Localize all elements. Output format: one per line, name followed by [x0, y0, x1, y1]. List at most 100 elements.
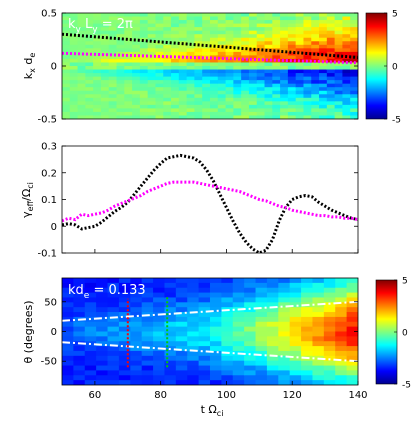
heatmap-cell: [244, 326, 257, 333]
heatmap-cell: [312, 307, 325, 313]
heatmap-cell: [248, 104, 258, 109]
heatmap-cell: [84, 355, 97, 362]
heatmap-cell: [73, 321, 86, 328]
heatmap-cell: [73, 326, 86, 333]
heatmap-cell: [272, 27, 281, 32]
heatmap-cell: [217, 48, 227, 53]
heatmap-cell: [141, 307, 154, 313]
heatmap-cell: [164, 316, 177, 323]
x-tick-label: 140: [348, 390, 367, 401]
heatmap-cell: [69, 20, 79, 25]
heatmap-cell: [350, 97, 358, 102]
heatmap-cell: [217, 94, 227, 99]
heatmap-cell: [295, 41, 305, 46]
heatmap-cell: [116, 66, 125, 71]
heatmap-cell: [323, 336, 336, 342]
heatmap-cell: [178, 20, 188, 25]
heatmap-cell: [342, 90, 351, 95]
heatmap-cell: [147, 104, 157, 109]
heatmap-cell: [225, 115, 234, 119]
heatmap-cell: [301, 380, 314, 385]
heatmap-cell: [187, 287, 200, 294]
heatmap-cell: [266, 316, 279, 323]
heatmap-cell: [303, 55, 312, 60]
heatmap-cell: [93, 83, 102, 88]
heatmap-cell: [202, 41, 211, 46]
heatmap-cell: [171, 108, 180, 113]
heatmap-cell: [171, 34, 180, 39]
heatmap-cell: [175, 331, 188, 337]
heatmap-cell: [272, 90, 281, 95]
heatmap-cell: [124, 27, 133, 32]
heatmap-cell: [132, 76, 141, 81]
heatmap-cell: [350, 80, 358, 85]
heatmap-cell: [130, 287, 143, 294]
heatmap-cell: [163, 87, 172, 92]
heatmap-cell: [334, 41, 344, 46]
heatmap-cell: [346, 307, 358, 313]
heatmap-cell: [77, 73, 86, 78]
heatmap-cell: [147, 62, 157, 67]
heatmap-cell: [241, 80, 250, 85]
heatmap-cell: [124, 62, 133, 67]
heatmap-cell: [256, 87, 266, 92]
heatmap-cell: [153, 370, 166, 376]
heatmap-cell: [210, 341, 222, 347]
heatmap-cell: [210, 292, 222, 299]
heatmap-cell: [194, 13, 203, 18]
heatmap-cell: [85, 73, 94, 78]
heatmap-cell: [69, 83, 79, 88]
heatmap-cell: [85, 83, 94, 88]
heatmap-cell: [116, 51, 125, 56]
overlay-line-1: [62, 32, 358, 59]
heatmap-cell: [280, 83, 289, 88]
heatmap-cell: [233, 27, 242, 32]
heatmap-cell: [289, 292, 302, 299]
heatmap-cell: [139, 27, 149, 32]
heatmap-cell: [225, 111, 234, 117]
heatmap-cell: [225, 37, 234, 42]
heatmap-cell: [221, 282, 234, 289]
heatmap-cell: [130, 302, 143, 308]
heatmap-cell: [248, 44, 258, 49]
heatmap-cell: [62, 108, 71, 113]
heatmap-cell: [289, 331, 302, 337]
heatmap-cell: [311, 13, 320, 18]
heatmap-cell: [264, 111, 273, 117]
heatmap-cell: [280, 111, 289, 117]
heatmap-cell: [178, 62, 188, 67]
heatmap-cell: [107, 297, 120, 303]
heatmap-cell: [116, 90, 125, 95]
heatmap-cell: [210, 90, 219, 95]
heatmap-cell: [85, 48, 94, 53]
heatmap-cell: [130, 278, 143, 284]
heatmap-cell: [264, 87, 273, 92]
heatmap-cell: [155, 66, 164, 71]
heatmap-cell: [248, 90, 258, 95]
panel-1-y-ticks: 0.50-0.5: [37, 9, 358, 126]
heatmap-cell: [155, 30, 164, 35]
heatmap-cell: [303, 66, 312, 71]
heatmap-cell: [62, 282, 74, 289]
heatmap-cell: [194, 48, 203, 53]
heatmap-cell: [241, 83, 250, 88]
heatmap-cell: [171, 23, 180, 28]
colorbar-tick-label: -5: [392, 116, 401, 126]
heatmap-cell: [255, 297, 268, 303]
heatmap-cell: [107, 331, 120, 337]
heatmap-cell: [93, 37, 102, 42]
heatmap-cell: [132, 58, 141, 64]
heatmap-cell: [118, 282, 131, 289]
heatmap-cell: [116, 16, 125, 21]
heatmap-cell: [116, 44, 125, 49]
heatmap-cell: [233, 83, 242, 88]
heatmap-cell: [342, 115, 351, 119]
heatmap-cell: [93, 23, 102, 28]
heatmap-cell: [198, 336, 211, 342]
heatmap-cell: [295, 94, 305, 99]
heatmap-cell: [93, 41, 102, 46]
heatmap-cell: [155, 44, 164, 49]
heatmap-cell: [217, 80, 227, 85]
heatmap-cell: [155, 90, 164, 95]
panel-3-colorbar-ticks: 50-5: [394, 277, 411, 391]
